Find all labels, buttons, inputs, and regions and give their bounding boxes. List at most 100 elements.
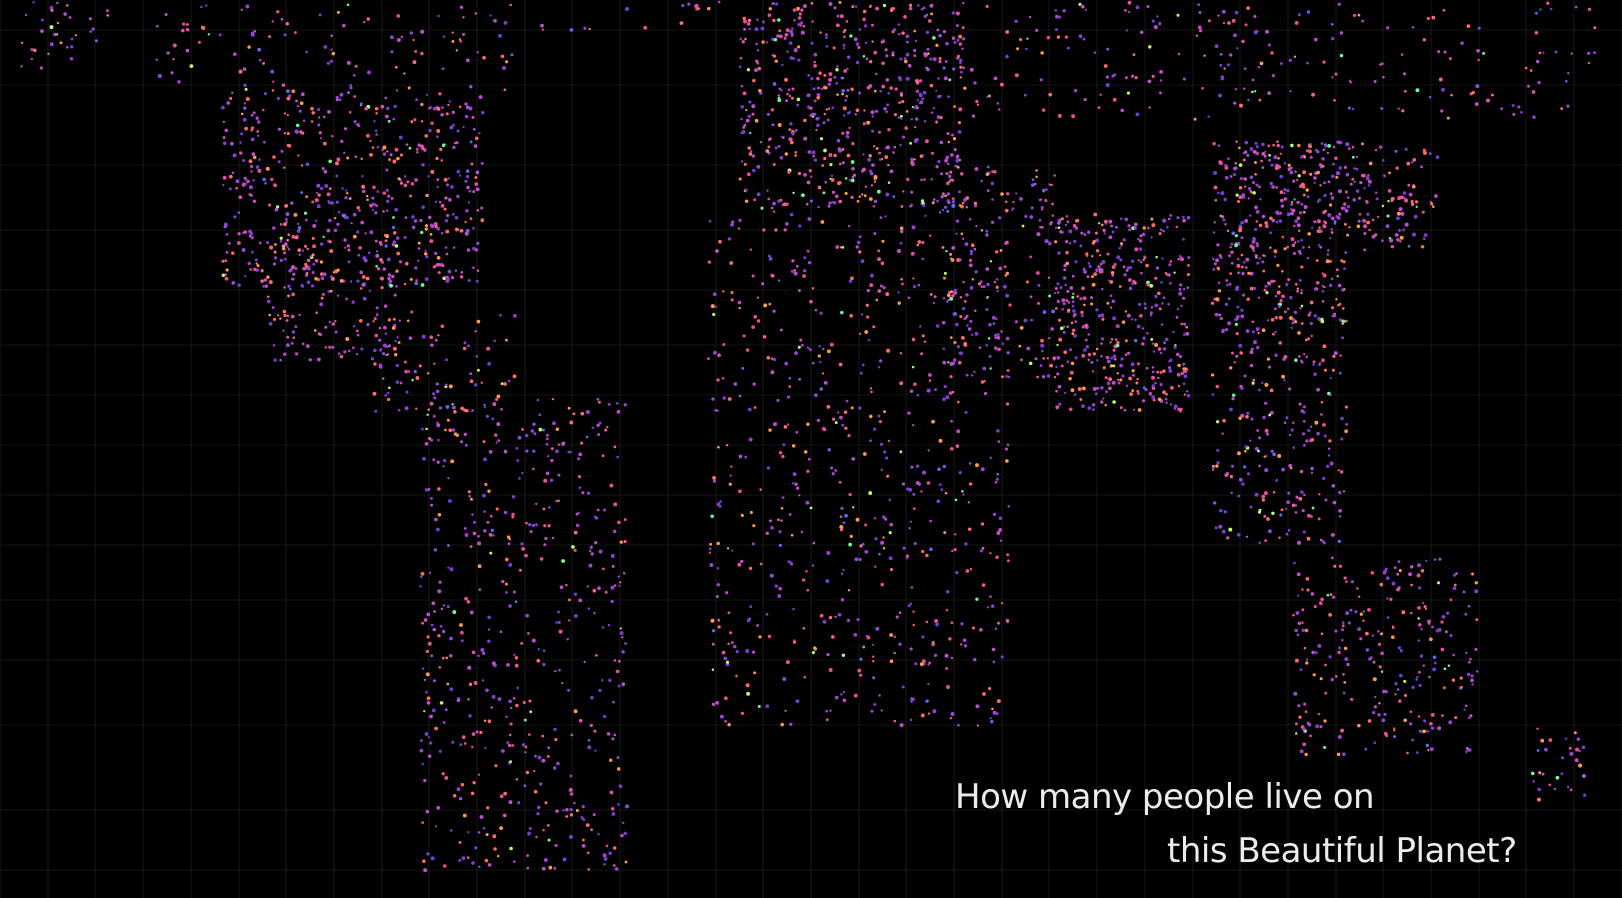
population-dot: [1268, 153, 1272, 157]
population-dot: [508, 800, 513, 805]
population-dot: [1422, 729, 1426, 734]
population-dot: [493, 339, 497, 343]
population-dot: [1300, 361, 1304, 364]
population-dot: [509, 846, 513, 851]
population-dot: [899, 229, 904, 234]
population-dot: [447, 544, 450, 547]
population-dot: [992, 322, 996, 325]
population-dot: [398, 319, 401, 322]
population-dot: [1283, 421, 1287, 425]
population-dot: [434, 726, 438, 731]
population-dot: [1307, 513, 1311, 518]
population-dot: [1079, 244, 1083, 248]
population-dot: [991, 604, 995, 608]
population-dot: [483, 510, 486, 513]
population-dot: [244, 87, 248, 91]
population-dot: [1264, 454, 1268, 458]
population-dot: [438, 666, 442, 669]
population-dot: [937, 77, 940, 80]
population-dot: [222, 141, 227, 146]
population-dot: [928, 661, 932, 665]
population-dot: [1430, 202, 1434, 206]
population-dot: [894, 113, 897, 116]
population-dot: [366, 194, 369, 198]
population-dot: [976, 724, 979, 727]
population-dot: [817, 205, 820, 209]
population-dot: [469, 610, 474, 615]
population-dot: [932, 301, 936, 305]
population-dot: [1433, 661, 1437, 665]
population-dot: [565, 815, 568, 818]
population-dot: [1411, 738, 1415, 742]
population-dot: [1278, 315, 1283, 320]
population-dot: [1223, 197, 1227, 202]
population-dot: [1091, 370, 1095, 373]
population-dot: [352, 324, 356, 328]
population-dot: [1057, 15, 1062, 19]
population-dot: [769, 573, 774, 578]
population-dot: [296, 104, 300, 108]
population-dot: [1400, 195, 1405, 200]
population-dot: [954, 533, 957, 536]
population-dot: [1180, 371, 1184, 376]
population-dot: [514, 656, 519, 660]
population-dot: [1338, 140, 1343, 145]
population-dot: [882, 546, 886, 550]
population-dot: [524, 553, 528, 558]
population-dot: [1070, 321, 1074, 325]
population-dot: [1175, 225, 1179, 229]
population-dot: [421, 163, 425, 167]
population-dot: [1338, 212, 1342, 216]
population-dot: [326, 228, 331, 233]
population-dot: [1219, 52, 1223, 56]
population-dot: [1300, 304, 1304, 308]
population-dot: [467, 344, 470, 348]
population-dot: [1299, 668, 1303, 671]
population-dot: [753, 406, 757, 409]
population-dot: [513, 313, 517, 318]
population-dot: [1212, 267, 1216, 271]
population-dot: [525, 770, 530, 775]
population-dot: [291, 330, 296, 334]
population-dot: [1213, 171, 1218, 175]
population-dot: [1065, 299, 1069, 302]
population-dot: [1290, 202, 1294, 207]
population-dot: [498, 34, 502, 38]
population-dot: [1342, 691, 1346, 695]
population-dot: [1410, 200, 1414, 204]
population-dot: [1238, 477, 1243, 482]
population-dot: [317, 193, 321, 197]
population-dot: [787, 395, 791, 399]
population-dot: [1278, 305, 1281, 308]
population-dot: [1235, 287, 1239, 292]
population-dot: [616, 756, 620, 759]
population-dot: [855, 517, 860, 522]
population-dot: [1332, 162, 1335, 166]
population-dot: [1423, 237, 1426, 240]
population-dot: [1054, 307, 1058, 310]
population-dot: [555, 449, 559, 454]
population-dot: [1265, 291, 1269, 295]
population-dot: [1359, 612, 1363, 616]
population-dot: [486, 346, 491, 351]
population-dot: [1109, 341, 1112, 344]
population-dot: [1417, 606, 1421, 610]
population-dot: [1281, 235, 1285, 239]
population-dot: [1267, 43, 1271, 47]
population-dot: [1240, 221, 1244, 225]
population-dot: [1110, 224, 1114, 228]
population-dot: [1292, 613, 1295, 617]
population-dot: [1255, 242, 1259, 245]
population-dot: [1111, 230, 1115, 234]
population-dot: [569, 807, 573, 812]
population-dot: [1310, 592, 1315, 596]
population-dot: [292, 272, 296, 276]
population-dot: [404, 406, 409, 411]
population-dot: [868, 169, 873, 173]
population-dot: [245, 4, 250, 9]
population-dot: [1237, 451, 1241, 456]
population-dot: [70, 45, 74, 49]
population-dot: [857, 668, 862, 673]
population-dot: [285, 343, 290, 348]
population-dot: [89, 30, 92, 33]
